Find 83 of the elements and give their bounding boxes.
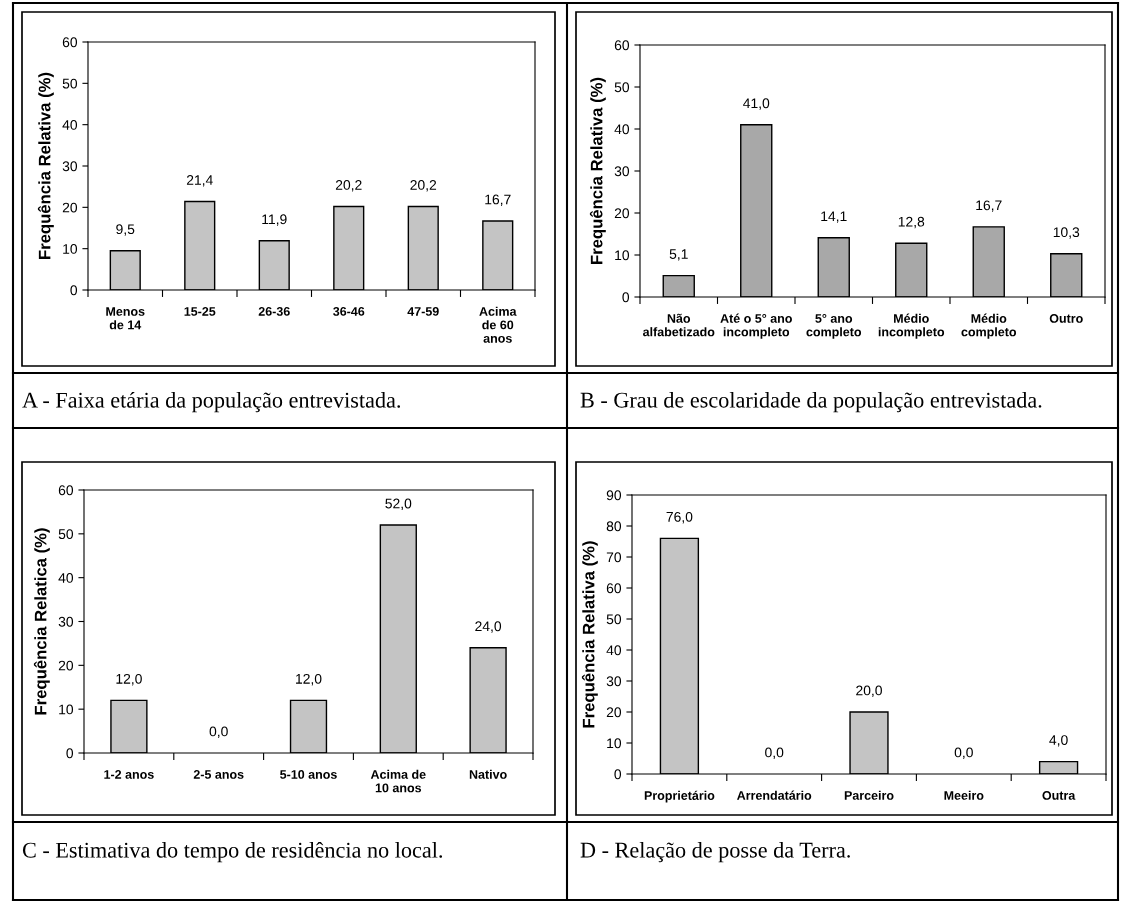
y-tick-label: 60 [606, 583, 622, 594]
y-axis-title: Frequência Relativa (%) [37, 72, 54, 259]
y-tick-label: 10 [607, 738, 622, 749]
data-label: 16,7 [485, 194, 511, 206]
y-tick-label: 20 [62, 202, 78, 213]
data-label: 0,0 [765, 747, 784, 760]
y-tick-label: 80 [606, 521, 622, 532]
x-tick-label: 15-25 [184, 307, 216, 316]
data-label: 4,0 [1049, 735, 1068, 747]
y-tick-label: 30 [614, 166, 630, 177]
x-tick-label: Meeiro [944, 790, 984, 800]
data-label: 10,3 [1053, 227, 1080, 239]
data-label: 12,0 [296, 673, 322, 686]
data-label: 41,0 [743, 98, 770, 110]
data-label: 21,4 [186, 175, 213, 187]
x-tick-label: Acima de 10 anos [370, 769, 426, 793]
y-tick-label: 60 [58, 485, 74, 496]
y-tick-label: 90 [606, 490, 622, 501]
data-label: 20,0 [856, 685, 882, 698]
x-tick-label: Parceiro [844, 790, 894, 800]
y-tick-label: 0 [614, 769, 622, 780]
y-tick-label: 40 [58, 573, 74, 583]
data-label: 11,9 [262, 214, 287, 226]
x-tick-label: 2-5 anos [193, 770, 244, 779]
data-label: 12,0 [116, 673, 142, 686]
x-tick-label: Outra [1042, 791, 1076, 800]
y-tick-label: 0 [622, 292, 630, 303]
y-tick-label: 0 [66, 748, 74, 759]
data-label: 0,0 [954, 747, 973, 760]
text: A - Faixa etária da população entrevistada. [22, 392, 401, 413]
y-tick-label: 30 [62, 161, 78, 172]
x-tick-label: Outro [1049, 314, 1083, 323]
x-tick-label: Arrendatário [737, 790, 812, 800]
y-tick-label: 50 [58, 529, 74, 539]
y-tick-label: 40 [606, 645, 622, 656]
x-tick-label: 5° ano completo [806, 314, 862, 339]
x-tick-label: Até o 5° ano incompleto [720, 313, 792, 339]
y-tick-label: 50 [606, 614, 622, 625]
data-label: 16,7 [976, 200, 1002, 212]
y-tick-label: 30 [606, 676, 622, 687]
x-tick-label: Não alfabetizado [643, 313, 715, 337]
y-tick-label: 70 [606, 552, 622, 563]
x-tick-label: 1-2 anos [104, 770, 154, 779]
x-tick-label: Nativo [469, 769, 507, 779]
data-label: 5,1 [669, 249, 688, 261]
y-tick-label: 20 [58, 660, 74, 671]
data-label: 0,0 [209, 726, 228, 739]
x-tick-label: 26-36 [258, 307, 290, 316]
y-tick-label: 40 [614, 124, 630, 135]
x-tick-label: Proprietário [644, 790, 715, 803]
y-tick-label: 60 [614, 40, 630, 51]
text: D - Relação de posse da Terra. [580, 842, 850, 863]
x-tick-label: Menos de 14 [106, 307, 145, 330]
y-axis-title: Frequência Relativa (%) [589, 77, 606, 264]
y-tick-label: 10 [63, 244, 78, 254]
data-label: 20,2 [410, 180, 437, 192]
y-tick-label: 10 [615, 250, 630, 261]
data-label: 52,0 [385, 498, 412, 511]
y-tick-label: 0 [70, 285, 78, 296]
text: B - Grau de escolaridade da população entrevistada. [580, 392, 1042, 413]
x-tick-label: 5-10 anos [280, 770, 337, 779]
x-tick-label: Médio incompleto [878, 313, 945, 339]
y-tick-label: 10 [59, 704, 74, 715]
x-tick-label: 36-46 [333, 307, 365, 316]
y-tick-label: 50 [62, 78, 78, 89]
y-tick-label: 60 [62, 37, 78, 48]
data-label: 24,0 [475, 621, 502, 633]
y-tick-label: 30 [58, 616, 74, 627]
y-tick-label: 50 [614, 82, 630, 93]
y-tick-label: 40 [62, 120, 78, 130]
x-tick-label: Médio completo [961, 313, 1017, 339]
data-label: 9,5 [116, 224, 135, 236]
x-tick-label: 47-59 [407, 307, 439, 316]
y-tick-label: 20 [606, 707, 622, 718]
data-label: 76,0 [666, 511, 693, 524]
data-label: 14,1 [821, 211, 847, 223]
y-tick-label: 20 [614, 208, 630, 219]
y-axis-title: Frequência Relatica (%) [33, 528, 50, 715]
data-label: 20,2 [335, 180, 362, 192]
data-label: 12,8 [898, 216, 925, 229]
text: C - Estimativa do tempo de residência no local. [22, 842, 443, 863]
y-axis-title: Frequência Relativa (%) [581, 541, 598, 728]
x-tick-label: Acima de 60 anos [479, 306, 517, 343]
